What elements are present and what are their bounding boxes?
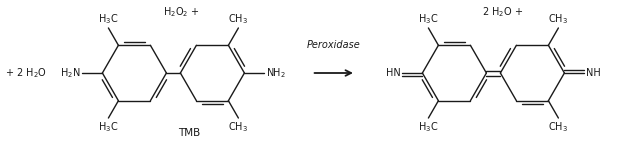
Text: CH$_3$: CH$_3$ [548,12,568,26]
Text: Peroxidase: Peroxidase [307,40,360,50]
Text: H$_3$C: H$_3$C [98,12,118,26]
Text: H$_3$C: H$_3$C [98,120,118,134]
Text: CH$_3$: CH$_3$ [548,120,568,134]
Text: H$_2$O$_2$ +: H$_2$O$_2$ + [163,5,200,19]
Text: NH: NH [586,68,601,78]
Text: CH$_3$: CH$_3$ [228,12,248,26]
Text: TMB: TMB [178,128,200,138]
Text: NH$_2$: NH$_2$ [266,66,286,80]
Text: CH$_3$: CH$_3$ [228,120,248,134]
Text: H$_3$C: H$_3$C [418,120,438,134]
Text: H$_3$C: H$_3$C [418,12,438,26]
Text: + 2 H$_2$O: + 2 H$_2$O [5,66,47,80]
Text: H$_2$N: H$_2$N [60,66,81,80]
Text: HN: HN [386,68,401,78]
Text: 2 H$_2$O +: 2 H$_2$O + [482,5,523,19]
